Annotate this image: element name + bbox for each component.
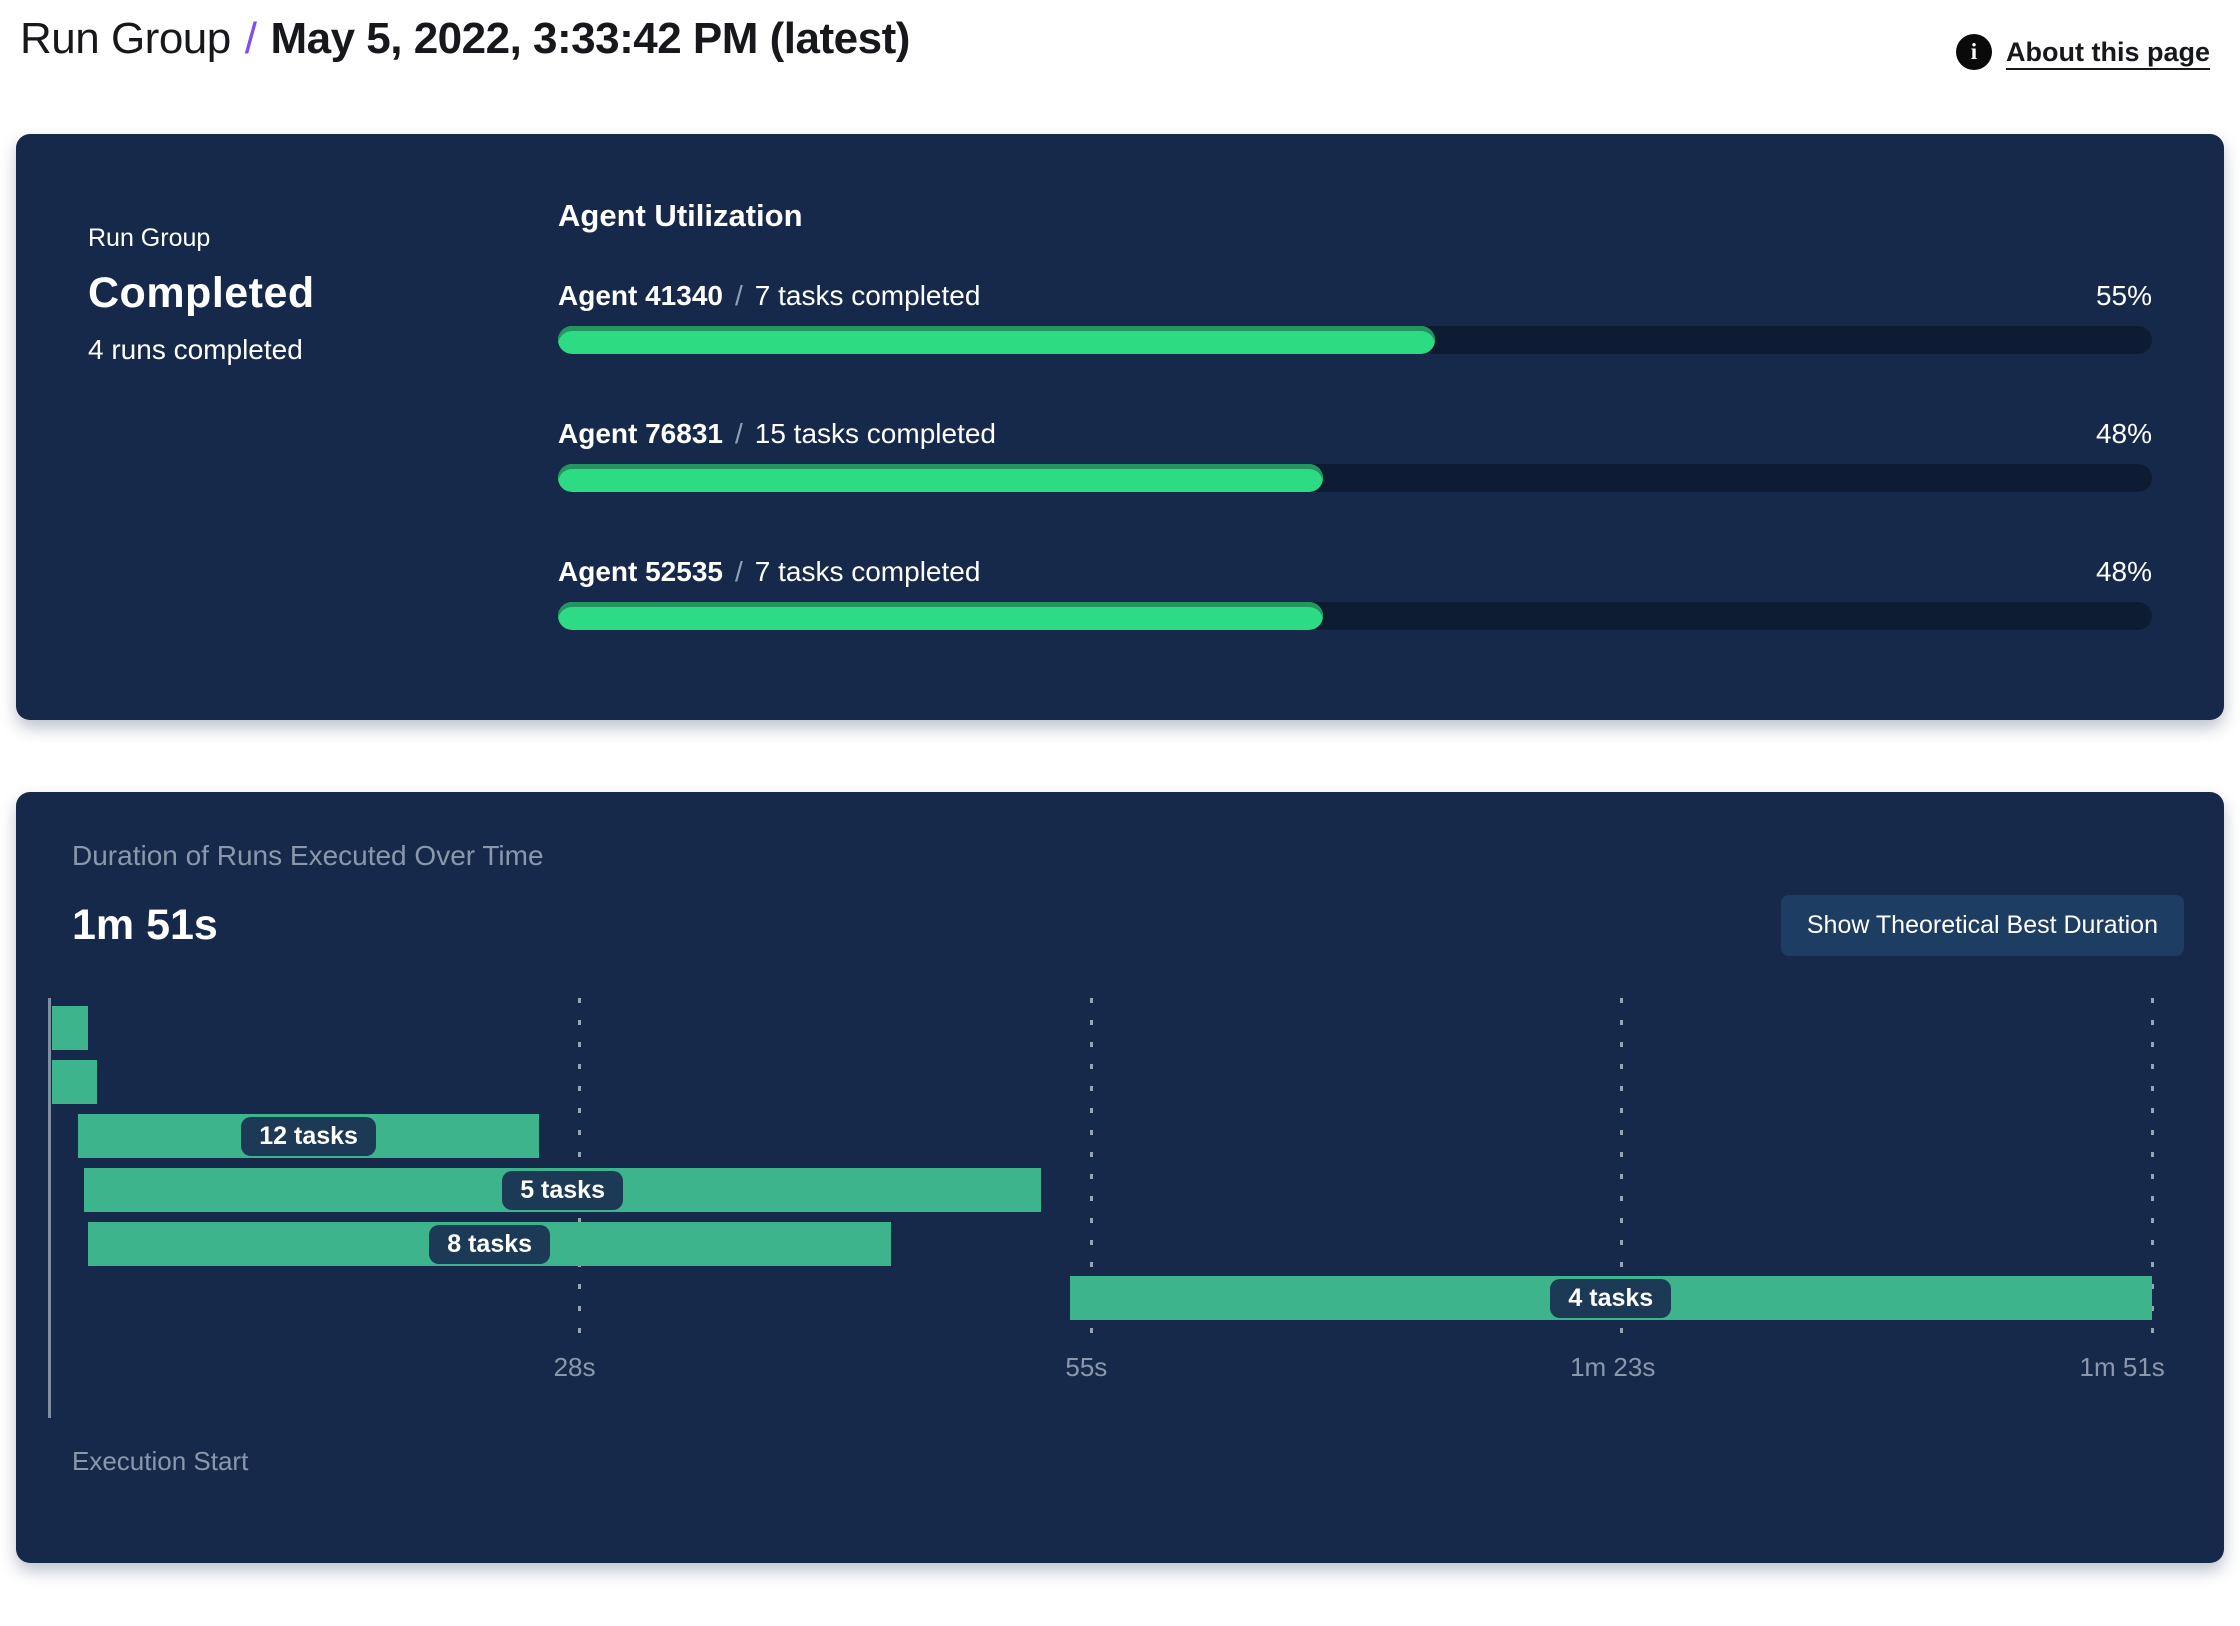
gantt-bar[interactable]: [51, 1006, 88, 1050]
page-header: Run Group / May 5, 2022, 3:33:42 PM (lat…: [0, 0, 2240, 134]
x-tick-label: 1m 51s: [2079, 1352, 2165, 1382]
gantt-chart: 12 tasks 5 tasks 8 tasks 4 tasks 28s 55s 1m 2…: [48, 998, 2165, 1418]
agent-utilization-section: Agent Utilization Agent 41340 / 7 tasks …: [558, 198, 2152, 630]
agent-tasks-completed: 7 tasks completed: [754, 556, 981, 587]
agent-utilization-track: [558, 602, 2152, 630]
x-tick-label: 28s: [553, 1352, 596, 1382]
gantt-bar[interactable]: 5 tasks: [84, 1168, 1042, 1212]
agent-row: Agent 76831 / 15 tasks completed 48%: [558, 418, 2152, 492]
gridline: [1089, 998, 1093, 1334]
agent-row: Agent 41340 / 7 tasks completed 55%: [558, 280, 2152, 354]
page-title: Run Group / May 5, 2022, 3:33:42 PM (lat…: [20, 14, 910, 64]
agent-name: Agent 52535: [558, 556, 723, 587]
agent-name: Agent 41340: [558, 280, 723, 311]
breadcrumb-root: Run Group: [20, 14, 231, 63]
run-group-label: Run Group: [88, 224, 211, 252]
gantt-bar[interactable]: 12 tasks: [78, 1114, 539, 1158]
agent-utilization-title: Agent Utilization: [558, 198, 803, 233]
agent-utilization-percent: 48%: [2095, 556, 2152, 587]
agent-utilization-track: [558, 464, 2152, 492]
info-icon: i: [1956, 34, 1992, 70]
x-tick-label: 1m 23s: [1570, 1352, 1656, 1382]
agent-name: Agent 76831: [558, 418, 723, 449]
run-group-status: Completed: [88, 269, 315, 317]
agent-row: Agent 52535 / 7 tasks completed 48%: [558, 556, 2152, 630]
run-group-summary-panel: Run Group Completed 4 runs completed Age…: [16, 134, 2224, 720]
gantt-bar[interactable]: [51, 1060, 98, 1104]
gridline: [2151, 998, 2154, 1334]
about-this-page-link[interactable]: i About this page: [1956, 34, 2210, 70]
gridline: [577, 998, 581, 1334]
about-link-label: About this page: [2006, 36, 2210, 67]
gantt-bar[interactable]: 4 tasks: [1069, 1276, 2152, 1320]
run-timestamp-title: May 5, 2022, 3:33:42 PM (latest): [270, 14, 910, 63]
task-count-pill: 12 tasks: [241, 1116, 376, 1156]
agent-utilization-fill: [558, 464, 1324, 492]
total-duration-value: 1m 51s: [72, 900, 218, 949]
duration-chart-title: Duration of Runs Executed Over Time: [72, 840, 544, 871]
show-theoretical-best-duration-button[interactable]: Show Theoretical Best Duration: [1780, 894, 2184, 956]
agent-utilization-list: Agent 41340 / 7 tasks completed 55% Agen…: [558, 280, 2152, 630]
x-axis-ticks: 28s 55s 1m 23s 1m 51s: [48, 1352, 2165, 1384]
task-count-pill: 5 tasks: [502, 1170, 623, 1210]
agent-utilization-fill: [558, 602, 1324, 630]
task-count-pill: 8 tasks: [429, 1224, 551, 1264]
agent-utilization-percent: 55%: [2095, 280, 2152, 311]
run-group-status-block: Run Group Completed 4 runs completed: [88, 198, 558, 630]
duration-panel: Duration of Runs Executed Over Time 1m 5…: [16, 792, 2224, 1563]
task-count-pill: 4 tasks: [1550, 1278, 1672, 1318]
agent-tasks-completed: 7 tasks completed: [754, 280, 981, 311]
agent-separator: /: [734, 418, 743, 449]
x-tick-label: 55s: [1065, 1352, 1108, 1382]
agent-utilization-fill: [558, 326, 1435, 354]
gridline: [1620, 998, 1624, 1334]
agent-tasks-completed: 15 tasks completed: [754, 418, 996, 449]
agent-utilization-percent: 48%: [2095, 418, 2152, 449]
runs-completed-count: 4 runs completed: [88, 334, 303, 365]
agent-utilization-track: [558, 326, 2152, 354]
agent-separator: /: [734, 280, 743, 311]
execution-start-label: Execution Start: [72, 1446, 249, 1476]
gantt-bar[interactable]: 8 tasks: [87, 1222, 892, 1266]
agent-separator: /: [734, 556, 743, 587]
execution-start-axis-line: [48, 998, 51, 1418]
breadcrumb-separator: /: [244, 14, 257, 63]
